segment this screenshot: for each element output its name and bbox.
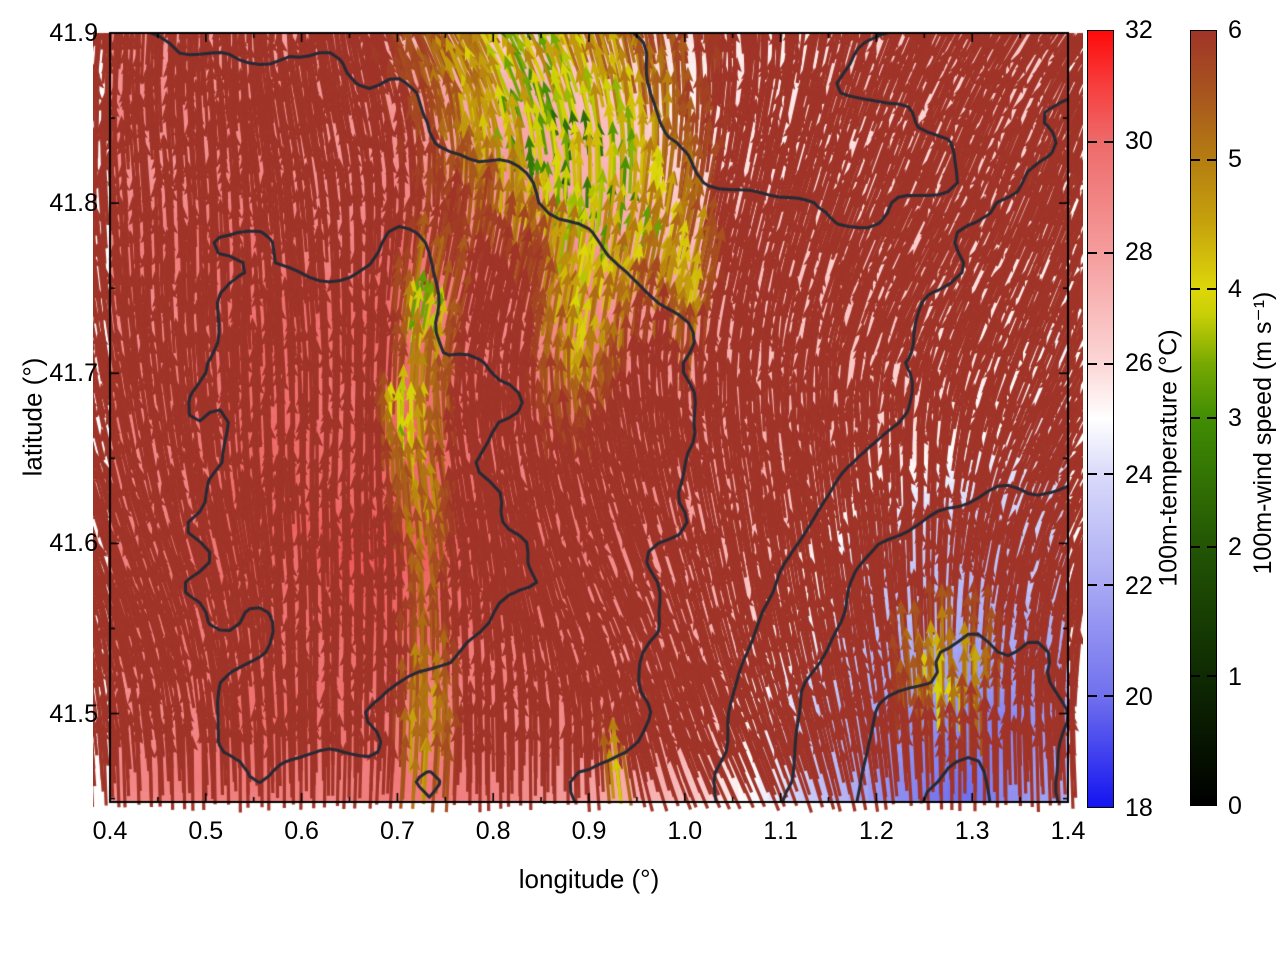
colorbar-tick-mark [1191, 546, 1200, 548]
colorbar-tick-label: 4 [1228, 274, 1242, 303]
colorbar-tick-label: 0 [1228, 792, 1242, 820]
wind-speed-colorbar [1190, 30, 1217, 806]
colorbar-tick-label: 30 [1125, 127, 1153, 156]
x-tick-label: 0.9 [571, 817, 607, 845]
colorbar-tick-mark [1104, 695, 1113, 698]
y-tick-label: 41.6 [49, 529, 98, 558]
colorbar-tick-mark [1104, 140, 1113, 143]
colorbar-tick-mark [1191, 159, 1200, 161]
x-tick-label: 1.4 [1050, 817, 1086, 845]
y-tick-label: 41.9 [49, 19, 98, 47]
colorbar-tick-mark [1088, 695, 1097, 698]
colorbar-tick-label: 2 [1228, 533, 1242, 562]
x-tick-label: 0.4 [92, 817, 128, 845]
wind-speed-colorbar-title: 100m-wind speed (m s⁻¹) [1249, 291, 1277, 575]
map-plot-canvas [93, 16, 1083, 818]
x-tick-label: 1.1 [763, 817, 798, 845]
x-tick-label: 1.2 [859, 817, 894, 845]
colorbar-tick-mark [1191, 288, 1200, 290]
x-tick-label: 0.7 [380, 817, 415, 845]
colorbar-tick-label: 20 [1125, 682, 1153, 711]
temperature-colorbar-title: 100m-temperature (°C) [1154, 329, 1183, 587]
colorbar-tick-mark [1104, 584, 1113, 587]
colorbar-tick-mark [1088, 140, 1097, 143]
x-tick-label: 1.3 [954, 817, 990, 845]
colorbar-tick-mark [1088, 251, 1097, 254]
colorbar-tick-mark [1191, 675, 1200, 677]
colorbar-tick-label: 32 [1125, 16, 1153, 44]
colorbar-tick-mark [1207, 675, 1216, 677]
colorbar-tick-mark [1191, 417, 1200, 419]
colorbar-tick-label: 18 [1125, 794, 1153, 822]
colorbar-tick-mark [1207, 417, 1216, 419]
x-tick-label: 1.0 [667, 817, 703, 845]
x-tick-label: 0.5 [188, 817, 224, 845]
temperature-colorbar [1087, 30, 1114, 808]
colorbar-tick-label: 3 [1228, 404, 1242, 432]
x-axis-title: longitude (°) [518, 864, 660, 894]
colorbar-tick-mark [1088, 473, 1097, 476]
colorbar-tick-mark [1104, 362, 1113, 365]
y-tick-label: 41.5 [49, 699, 98, 728]
colorbar-tick-mark [1207, 546, 1216, 548]
colorbar-tick-label: 6 [1228, 16, 1242, 44]
colorbar-tick-label: 26 [1125, 349, 1153, 378]
colorbar-tick-mark [1104, 473, 1113, 476]
x-tick-label: 0.8 [475, 817, 511, 845]
colorbar-tick-label: 22 [1125, 571, 1153, 600]
x-tick-label: 0.6 [284, 817, 319, 845]
colorbar-tick-label: 1 [1228, 662, 1242, 691]
colorbar-tick-label: 28 [1125, 238, 1153, 267]
y-tick-label: 41.8 [49, 189, 98, 218]
colorbar-tick-label: 5 [1228, 145, 1242, 174]
colorbar-tick-mark [1207, 288, 1216, 290]
y-tick-label: 41.7 [49, 359, 98, 388]
colorbar-tick-mark [1104, 251, 1113, 254]
colorbar-tick-label: 24 [1125, 460, 1153, 489]
y-axis-title: latitude (°) [17, 357, 48, 477]
colorbar-tick-mark [1207, 159, 1216, 161]
colorbar-tick-mark [1088, 362, 1097, 365]
colorbar-tick-mark [1088, 584, 1097, 587]
